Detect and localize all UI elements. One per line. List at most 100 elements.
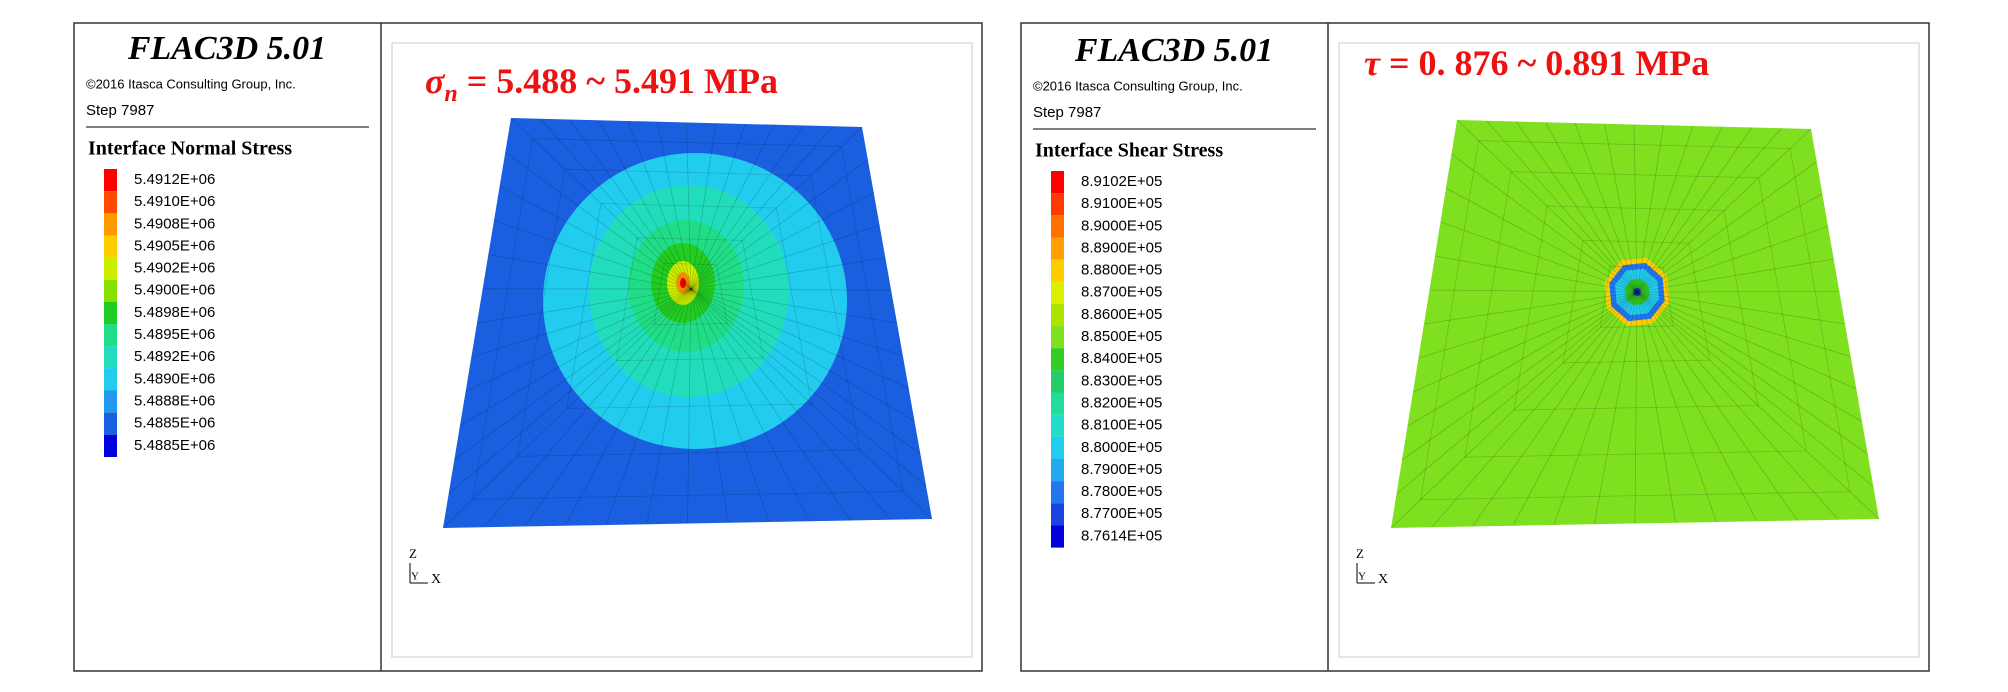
mesh-line [690, 288, 729, 523]
mesh-line [1636, 126, 1723, 293]
mesh-line [690, 288, 915, 422]
plot-annotation: σn = 5.488 ~ 5.491 MPa [425, 61, 778, 106]
legend-title: Interface Shear Stress [1035, 140, 1223, 162]
mesh-line [1633, 124, 1638, 293]
contour-band [680, 278, 686, 288]
mesh-line [1636, 127, 1782, 293]
legend-label: 5.4890E+06 [134, 370, 215, 387]
mesh-line [1545, 122, 1638, 293]
legend-label: 8.7800E+05 [1081, 483, 1162, 500]
copyright: ©2016 Itasca Consulting Group, Inc. [86, 76, 296, 91]
mesh-line [1636, 125, 1694, 293]
mesh-line [1636, 193, 1823, 293]
contour-fill [443, 118, 932, 528]
mesh-line [505, 151, 692, 290]
mesh-line [1445, 187, 1638, 293]
mesh-line [686, 122, 692, 290]
legend-label: 8.8600E+05 [1081, 306, 1162, 323]
mesh-ring [616, 237, 764, 362]
mesh-line [690, 124, 775, 290]
legend-label: 8.7700E+05 [1081, 505, 1162, 522]
legend-label: 5.4912E+06 [134, 171, 215, 188]
mesh-line [443, 288, 692, 528]
mesh-line [510, 118, 692, 290]
mesh-line [459, 288, 692, 426]
legend-swatch [1051, 259, 1064, 282]
app-title: FLAC3D 5.01 [1074, 32, 1273, 69]
mesh-line [687, 288, 692, 524]
mesh-line [1636, 127, 1753, 293]
mesh-line [569, 119, 692, 290]
legend-label: 5.4888E+06 [134, 392, 215, 409]
mesh-line [1391, 291, 1638, 528]
legend-swatch [1051, 215, 1064, 238]
mesh-line [656, 121, 692, 290]
mesh-line [1636, 291, 1863, 422]
mesh-line [1429, 289, 1638, 293]
step: Step 7987 [1033, 104, 1101, 121]
mesh-line [1512, 291, 1638, 526]
legend-swatch [1051, 370, 1064, 393]
mesh-line [499, 185, 692, 290]
mesh-line [627, 120, 692, 290]
app-title: FLAC3D 5.01 [127, 30, 326, 67]
mesh-line [1440, 221, 1638, 293]
mesh-ring [653, 262, 728, 326]
legend-label: 5.4910E+06 [134, 193, 215, 210]
mesh-line [1636, 291, 1840, 293]
legend-label: 8.8100E+05 [1081, 417, 1162, 434]
mesh-line [483, 288, 692, 528]
legend-label: 5.4885E+06 [134, 437, 215, 454]
mesh-line [598, 120, 692, 290]
mesh-ring [1420, 140, 1851, 501]
legend-swatch [104, 434, 117, 457]
axis-z-label: Z [1356, 546, 1364, 561]
panel: FLAC3D 5.01 ©2016 Itasca Consulting Group… [73, 22, 983, 672]
mesh-line [690, 125, 804, 290]
mesh-line [690, 159, 869, 290]
legend-swatch [104, 412, 117, 435]
mesh-line [1431, 291, 1638, 528]
axis-x-label: X [431, 572, 441, 587]
legend-swatch [104, 279, 117, 302]
legend-label: 8.9102E+05 [1081, 173, 1162, 190]
legend-label: 8.7614E+05 [1081, 527, 1162, 544]
legend-swatch [104, 346, 117, 369]
mesh-ring [472, 138, 904, 500]
plot-frame [1338, 42, 1920, 658]
mesh-line [690, 288, 909, 389]
mesh-line [1434, 255, 1638, 293]
legend-swatch [1051, 193, 1064, 216]
mesh-line [1636, 291, 1717, 523]
legend-swatch [104, 390, 117, 413]
legend-swatch [1051, 326, 1064, 349]
mesh-line [476, 288, 692, 324]
mesh-line [1407, 291, 1638, 427]
legend-swatch [104, 324, 117, 347]
legend-swatch [104, 235, 117, 258]
legend-swatch [1051, 171, 1064, 194]
mesh-line [1451, 153, 1638, 293]
mesh-line [690, 126, 863, 290]
mesh-line [1604, 123, 1638, 293]
axis-z-label: Z [409, 546, 417, 561]
mesh-line [1636, 291, 1868, 455]
legend-swatch [104, 169, 117, 192]
legend-label: 5.4892E+06 [134, 348, 215, 365]
mesh-line [690, 191, 874, 290]
mesh-line [690, 288, 770, 523]
mesh-line [1401, 291, 1638, 461]
legend-label: 8.8500E+05 [1081, 328, 1162, 345]
axis-y-label: Y [411, 571, 419, 583]
mesh-ring [1599, 265, 1674, 328]
mesh-line [690, 288, 898, 324]
legend-swatch [1051, 348, 1064, 371]
mesh-line [690, 125, 834, 290]
contour-fill [1391, 120, 1879, 528]
mesh-line [1412, 291, 1638, 393]
legend-swatch [1051, 303, 1064, 327]
legend-label: 5.4895E+06 [134, 326, 215, 343]
mesh-line [488, 254, 692, 290]
annotation-text: = 0. 876 ~ 0.891 MPa [1380, 43, 1709, 83]
